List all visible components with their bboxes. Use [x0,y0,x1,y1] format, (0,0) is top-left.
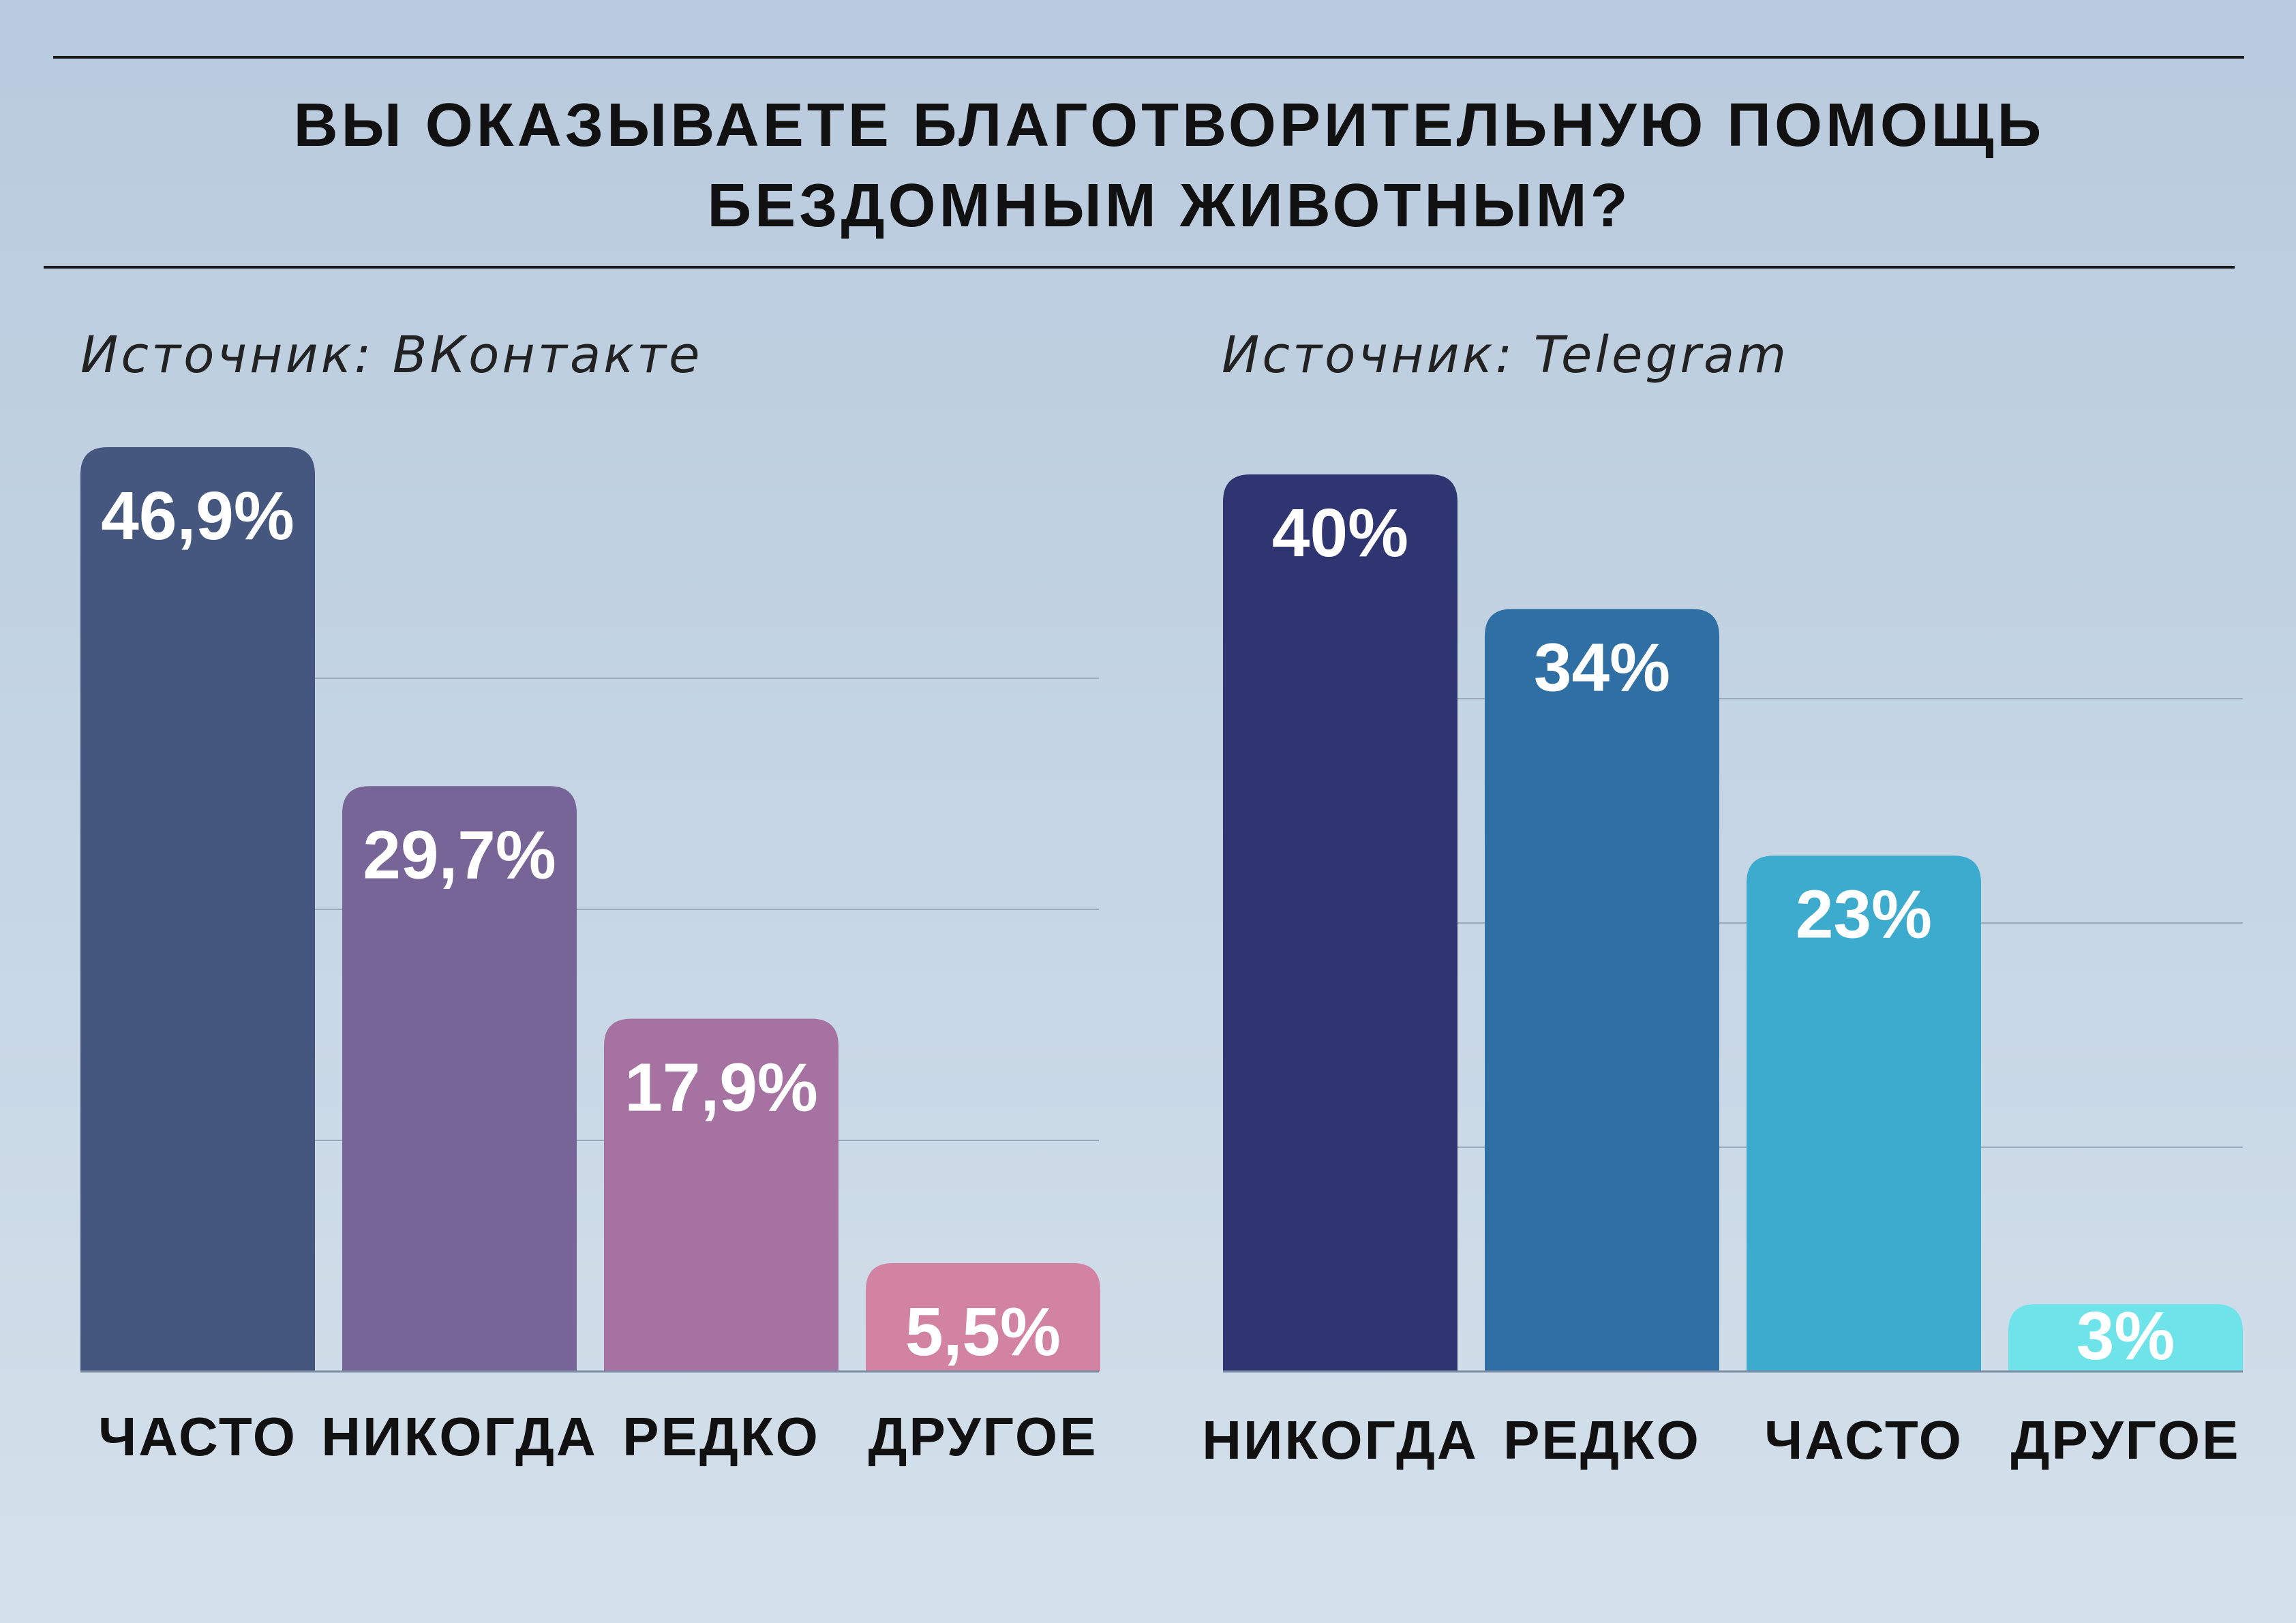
source-vk-label: Источник: ВКонтакте [80,326,703,384]
value-label: 40% [1272,495,1408,571]
top-rule [53,56,2244,59]
title-rule [44,266,2235,269]
category-label: РЕДКО [1503,1410,1701,1470]
value-label: 17,9% [624,1049,818,1125]
value-label: 29,7% [363,817,556,893]
bar-часто [1747,855,1981,1371]
category-label: ЧАСТО [98,1406,297,1467]
bar-другое [2008,1304,2243,1371]
bar-редко [1485,609,1719,1371]
bar-другое [866,1262,1100,1371]
category-label: ДРУГОЕ [868,1406,1098,1467]
value-label: 34% [1534,629,1670,706]
value-label: 46,9% [101,478,294,554]
category-label: ЧАСТО [1764,1410,1963,1470]
category-label: РЕДКО [622,1406,820,1467]
chart-title: ВЫ ОКАЗЫВАЕТЕ БЛАГОТВОРИТЕЛЬНУЮ ПОМОЩЬ Б… [293,91,2045,240]
bar-никогда [1223,474,1457,1371]
value-label: 3% [2076,1298,2175,1374]
source-telegram-label: Источник: Telegram [1222,326,1789,384]
value-label: 23% [1796,876,1932,952]
category-label: ДРУГОЕ [2011,1410,2241,1470]
bar-часто [80,447,315,1371]
category-label: НИКОГДА [321,1406,597,1467]
value-label: 5,5% [905,1294,1061,1370]
bar-никогда [342,786,577,1371]
bar-редко [604,1018,839,1371]
category-label: НИКОГДА [1202,1410,1478,1470]
